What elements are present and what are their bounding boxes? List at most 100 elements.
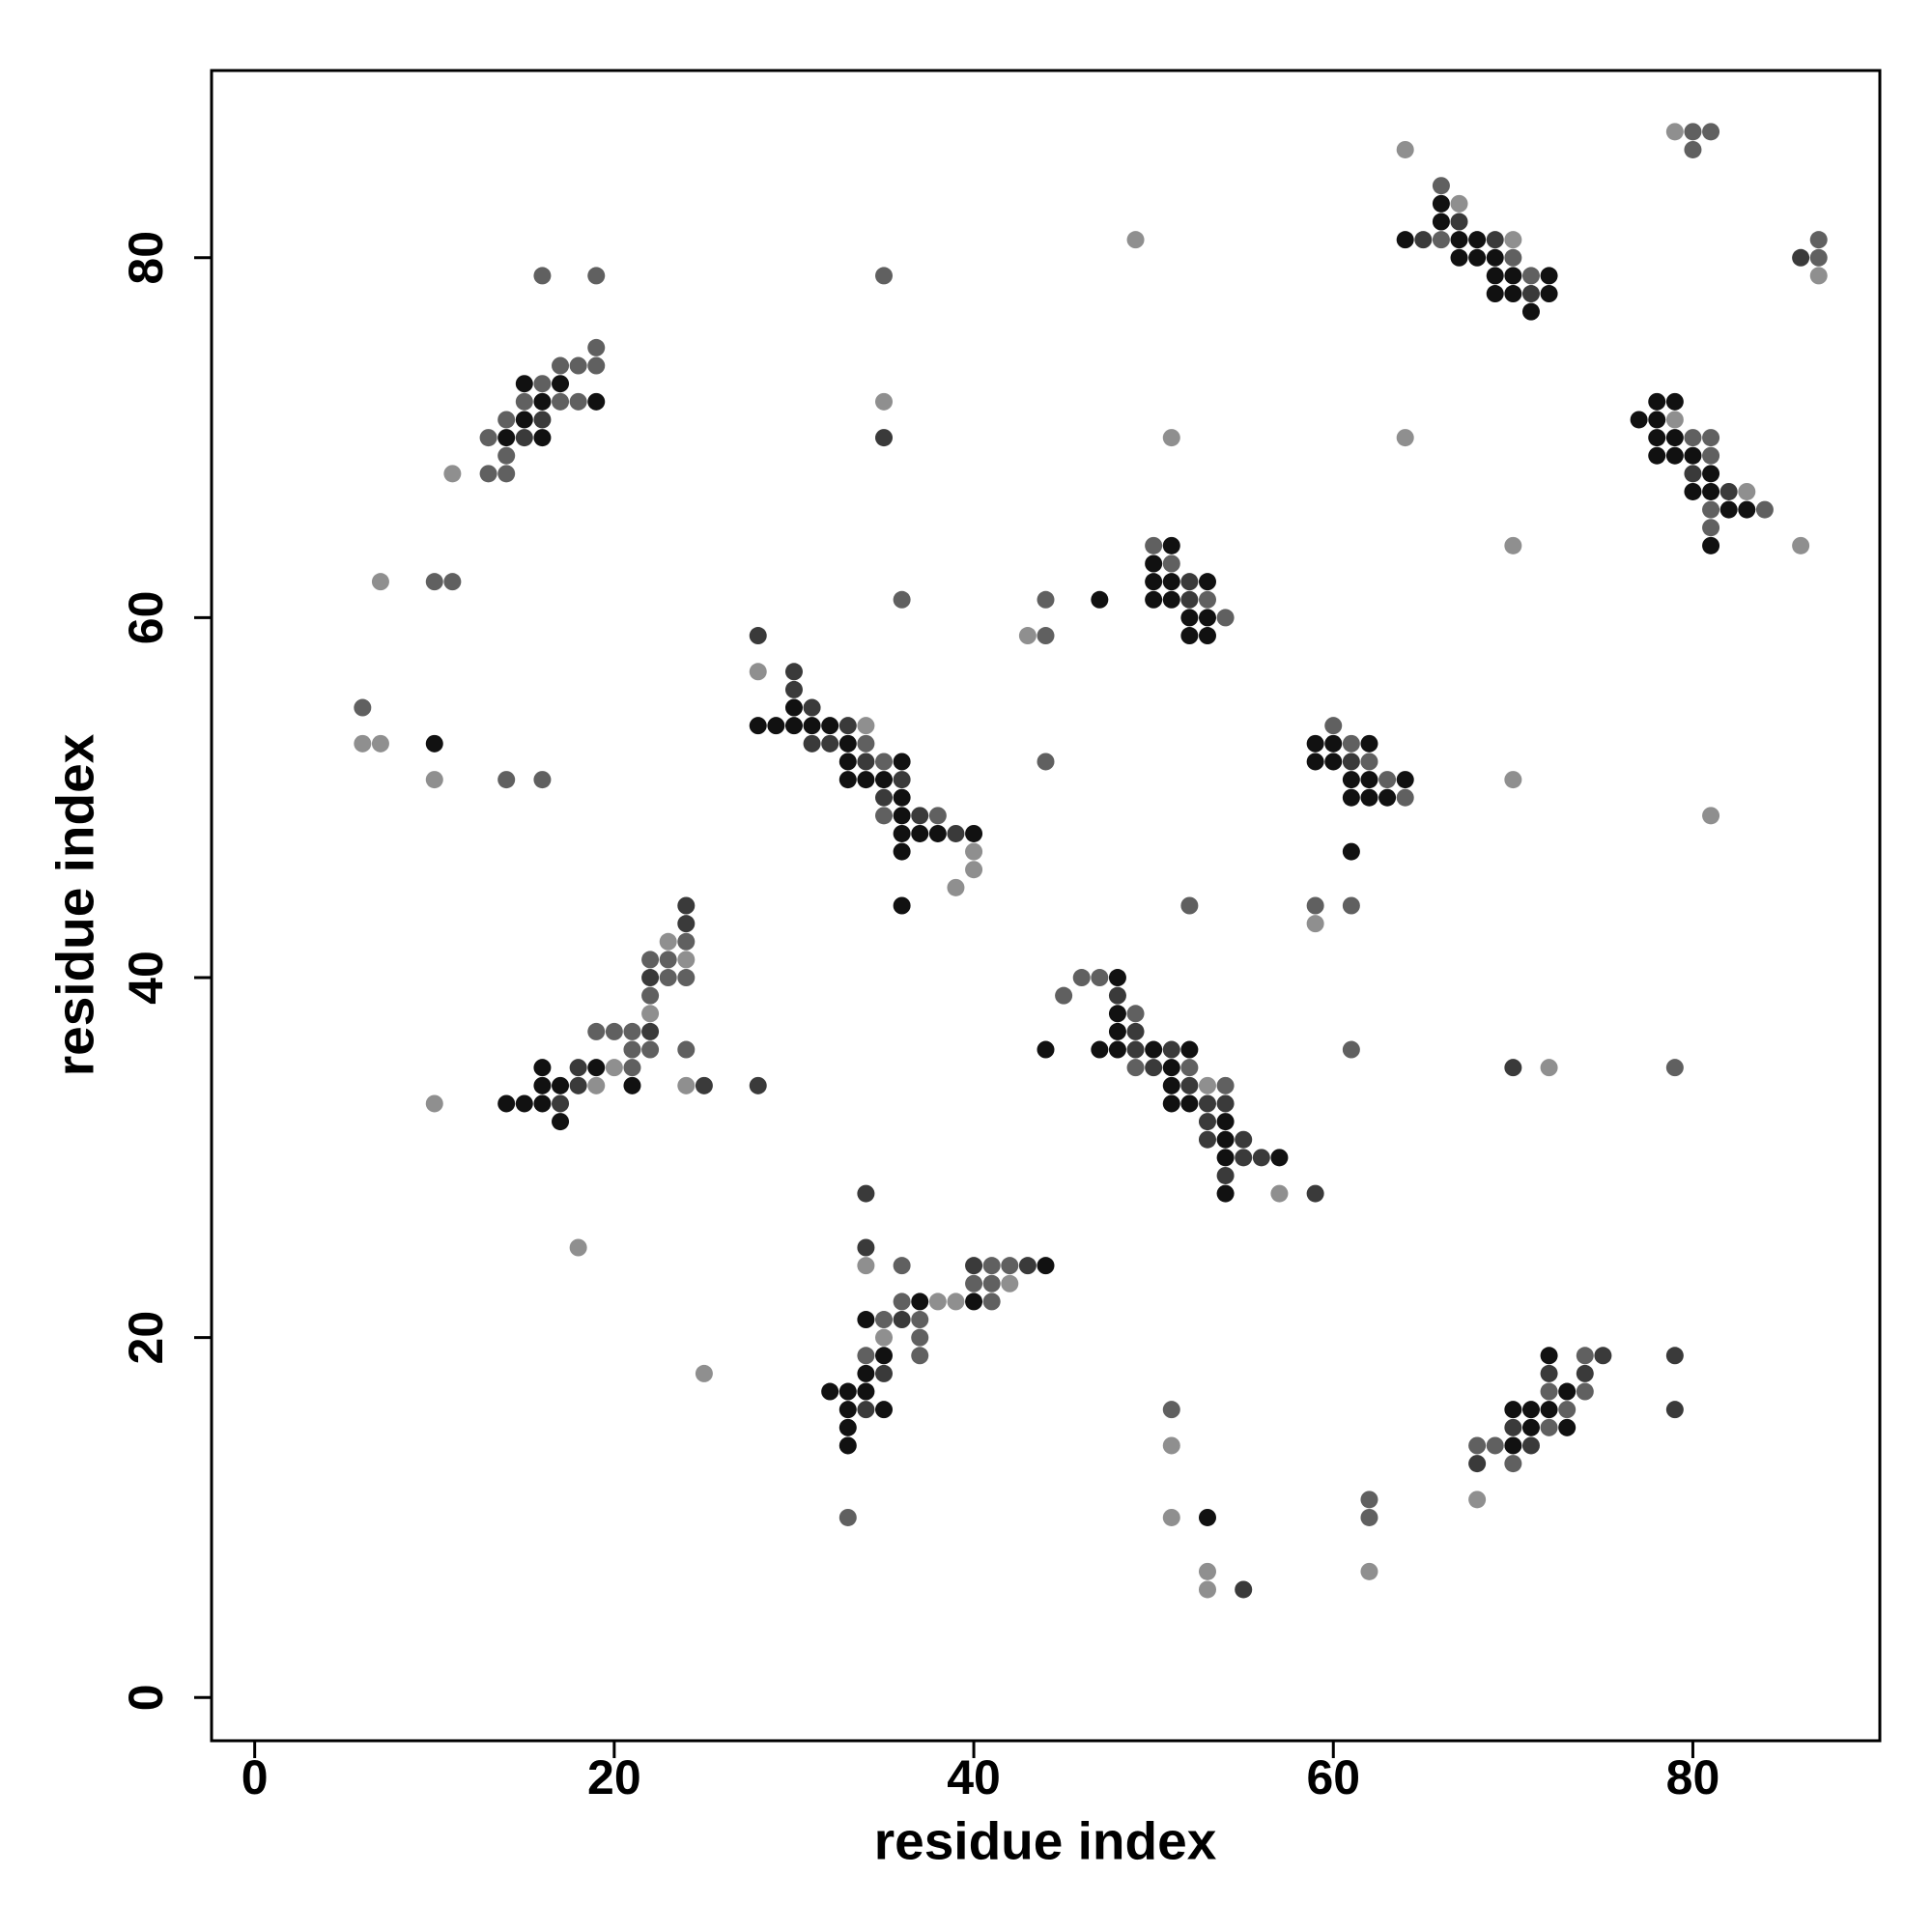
point (1145, 1040, 1163, 1059)
point (569, 1076, 587, 1094)
point (1665, 1059, 1684, 1077)
point (1342, 1040, 1360, 1059)
point (1108, 1022, 1126, 1040)
point (552, 356, 570, 375)
point (1001, 1274, 1019, 1293)
point (1738, 500, 1756, 519)
point (623, 1040, 641, 1059)
x-tick-label: 60 (1306, 1750, 1360, 1804)
point (1126, 1059, 1145, 1077)
point (947, 824, 965, 842)
point (893, 1293, 911, 1311)
point (1684, 446, 1702, 465)
point (875, 753, 894, 771)
point (1198, 1113, 1216, 1131)
point (695, 1364, 713, 1382)
point (1684, 465, 1702, 483)
point (1540, 1347, 1558, 1365)
point (1540, 1418, 1558, 1436)
point (1360, 1562, 1378, 1580)
point (893, 1257, 911, 1275)
point (605, 1059, 623, 1077)
point (1521, 267, 1540, 285)
point (1198, 573, 1216, 591)
point (1504, 771, 1522, 789)
point (1235, 1149, 1253, 1167)
point (1342, 788, 1360, 807)
point (1486, 1436, 1504, 1455)
point (1558, 1401, 1577, 1419)
point (587, 267, 606, 285)
point (1665, 411, 1684, 429)
point (1235, 1580, 1253, 1599)
point (623, 1059, 641, 1077)
point (1702, 519, 1720, 537)
point (965, 1257, 983, 1275)
point (803, 717, 821, 735)
point (1342, 734, 1360, 753)
point (1270, 1184, 1289, 1203)
point (1162, 554, 1180, 573)
point (1252, 1149, 1270, 1167)
point (1091, 969, 1109, 987)
point (875, 429, 894, 447)
point (1665, 429, 1684, 447)
point (425, 1094, 443, 1113)
point (1504, 536, 1522, 554)
point (1558, 1382, 1577, 1401)
point (857, 734, 875, 753)
point (1558, 1418, 1577, 1436)
point (749, 663, 767, 681)
point (1162, 1076, 1180, 1094)
point (1360, 753, 1378, 771)
point (1684, 140, 1702, 158)
point (1468, 1455, 1487, 1473)
point (1486, 231, 1504, 249)
point (354, 734, 372, 753)
point (1576, 1364, 1594, 1382)
point (515, 1094, 533, 1113)
point (1684, 123, 1702, 141)
point (1540, 267, 1558, 285)
point (982, 1274, 1001, 1293)
point (641, 1040, 660, 1059)
point (569, 1059, 587, 1077)
point (893, 896, 911, 915)
point (1648, 392, 1666, 411)
point (497, 446, 516, 465)
point (784, 698, 803, 717)
point (623, 1022, 641, 1040)
point (928, 1293, 947, 1311)
point (1072, 969, 1091, 987)
point (875, 1364, 894, 1382)
point (1665, 1401, 1684, 1419)
point (1180, 590, 1199, 609)
point (1360, 771, 1378, 789)
point (838, 1401, 857, 1419)
point (1162, 1401, 1180, 1419)
point (533, 267, 552, 285)
point (1504, 1455, 1522, 1473)
point (1792, 536, 1810, 554)
point (965, 1293, 983, 1311)
point (1504, 285, 1522, 303)
point (371, 573, 389, 591)
point (1719, 482, 1738, 500)
point (1306, 896, 1324, 915)
point (1665, 123, 1684, 141)
point (533, 1059, 552, 1077)
point (1792, 248, 1810, 267)
point (479, 465, 497, 483)
point (569, 392, 587, 411)
point (533, 375, 552, 393)
point (1396, 788, 1414, 807)
point (1162, 1094, 1180, 1113)
point (659, 932, 677, 951)
point (497, 411, 516, 429)
point (1198, 1508, 1216, 1526)
point (965, 842, 983, 861)
point (1198, 1076, 1216, 1094)
point (1216, 609, 1235, 627)
point (928, 824, 947, 842)
